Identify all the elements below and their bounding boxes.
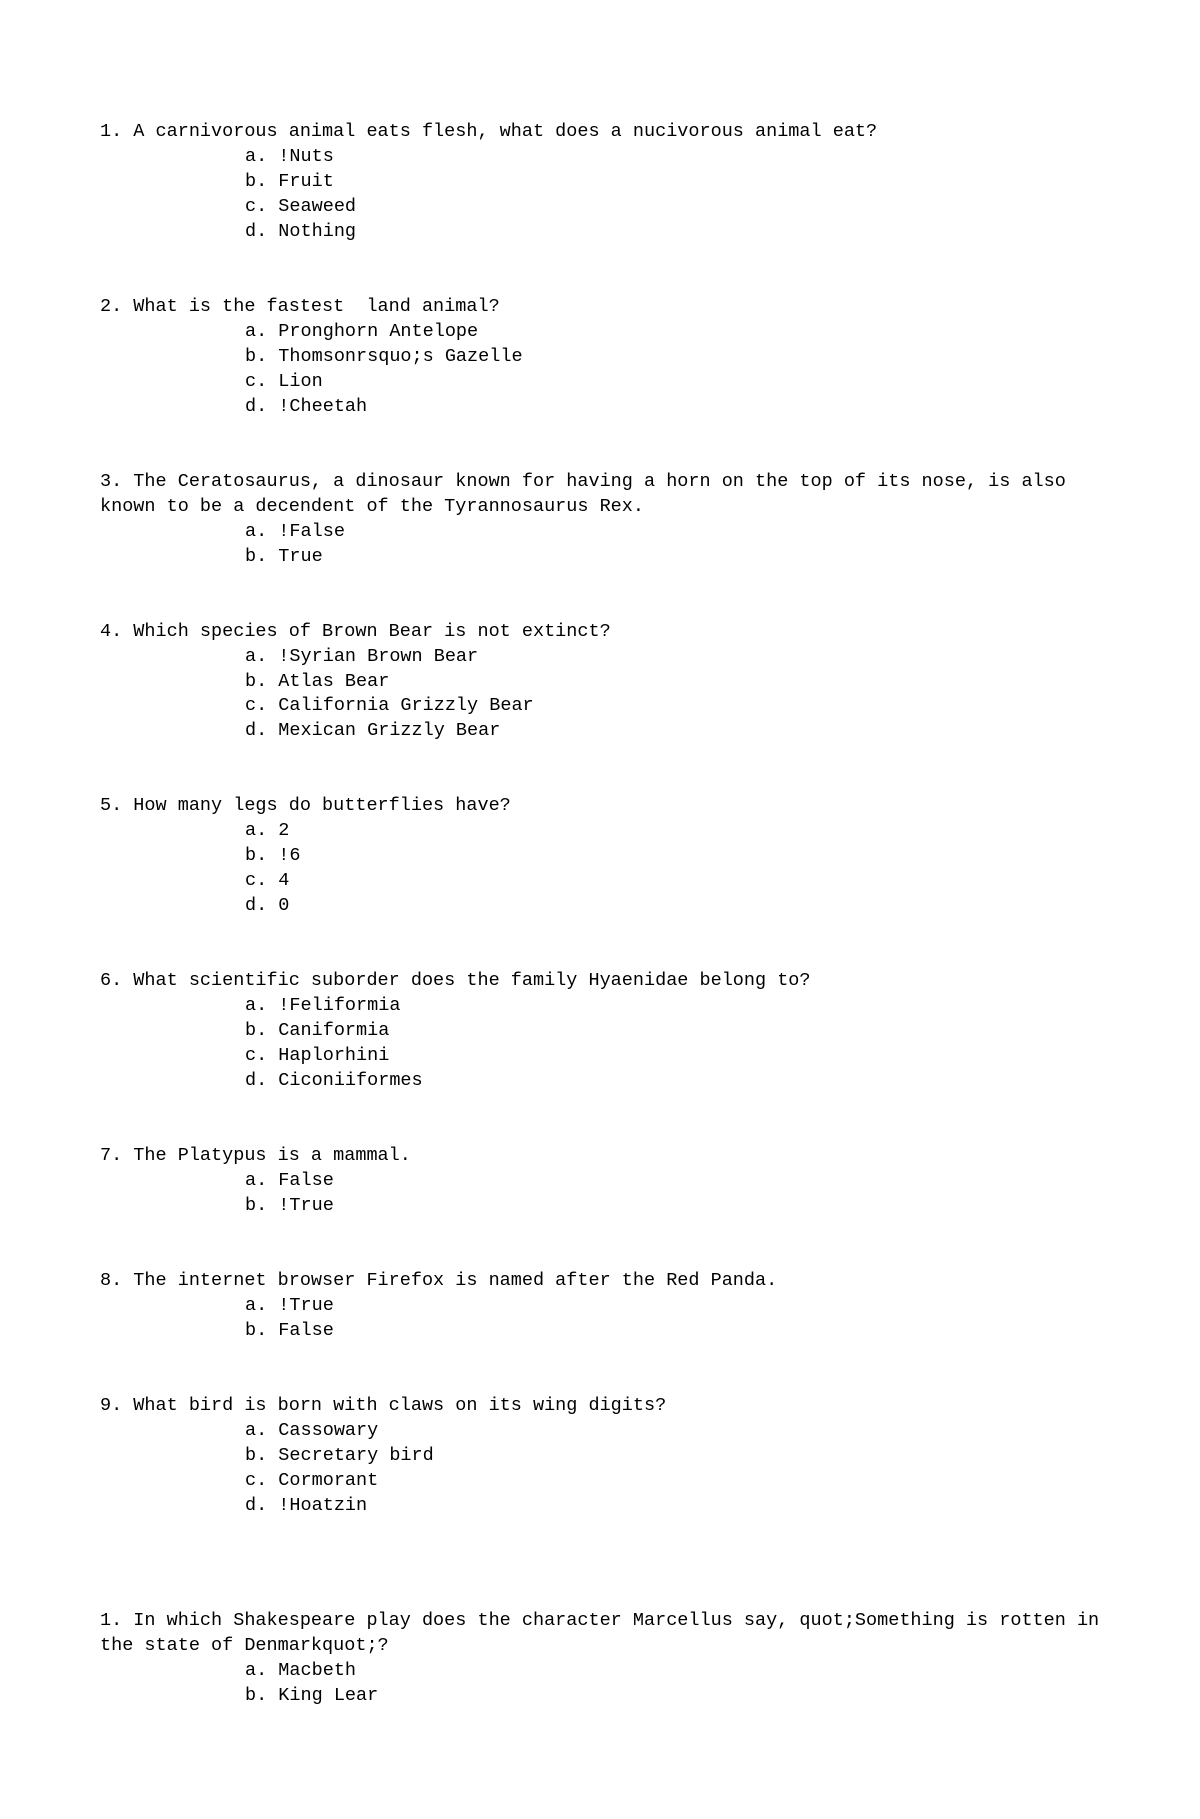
option: a. False [245,1169,1100,1194]
options: a. 2b. !6c. 4d. 0 [100,819,1100,919]
option: c. Lion [245,370,1100,395]
question: 2. What is the fastest land animal?a. Pr… [100,295,1100,420]
question-text: 1. A carnivorous animal eats flesh, what… [100,120,1100,145]
option: b. King Lear [245,1684,1100,1709]
question-text: 4. Which species of Brown Bear is not ex… [100,620,1100,645]
question-text: 2. What is the fastest land animal? [100,295,1100,320]
option: c. 4 [245,869,1100,894]
options: a. !Falseb. True [100,520,1100,570]
question-text: 1. In which Shakespeare play does the ch… [100,1609,1100,1659]
option: a. 2 [245,819,1100,844]
option: b. True [245,545,1100,570]
option: b. Secretary bird [245,1444,1100,1469]
option: d. Mexican Grizzly Bear [245,719,1100,744]
option: a. Pronghorn Antelope [245,320,1100,345]
option: b. False [245,1319,1100,1344]
options: a. Macbethb. King Lear [100,1659,1100,1709]
question-text: 6. What scientific suborder does the fam… [100,969,1100,994]
option: b. Caniformia [245,1019,1100,1044]
question-list-2: 1. In which Shakespeare play does the ch… [100,1609,1100,1709]
question-text: 9. What bird is born with claws on its w… [100,1394,1100,1419]
question: 7. The Platypus is a mammal.a. Falseb. !… [100,1144,1100,1219]
question: 8. The internet browser Firefox is named… [100,1269,1100,1344]
option: d. !Hoatzin [245,1494,1100,1519]
question: 5. How many legs do butterflies have?a. … [100,794,1100,919]
options: a. !Syrian Brown Bearb. Atlas Bearc. Cal… [100,645,1100,745]
option: b. !True [245,1194,1100,1219]
option: a. !False [245,520,1100,545]
options: a. Falseb. !True [100,1169,1100,1219]
option: a. Macbeth [245,1659,1100,1684]
question-text: 5. How many legs do butterflies have? [100,794,1100,819]
section-gap [100,1569,1100,1609]
options: a. !Trueb. False [100,1294,1100,1344]
question: 9. What bird is born with claws on its w… [100,1394,1100,1519]
question-text: 3. The Ceratosaurus, a dinosaur known fo… [100,470,1100,520]
option: c. California Grizzly Bear [245,694,1100,719]
option: c. Cormorant [245,1469,1100,1494]
options: a. !Feliformiab. Caniformiac. Haplorhini… [100,994,1100,1094]
document-page: 1. A carnivorous animal eats flesh, what… [0,0,1200,1819]
question: 6. What scientific suborder does the fam… [100,969,1100,1094]
option: d. !Cheetah [245,395,1100,420]
options: a. Cassowaryb. Secretary birdc. Cormoran… [100,1419,1100,1519]
option: c. Seaweed [245,195,1100,220]
option: d. 0 [245,894,1100,919]
question-text: 8. The internet browser Firefox is named… [100,1269,1100,1294]
options: a. Pronghorn Antelopeb. Thomsonrsquo;s G… [100,320,1100,420]
option: a. Cassowary [245,1419,1100,1444]
option: c. Haplorhini [245,1044,1100,1069]
option: a. !Syrian Brown Bear [245,645,1100,670]
option: b. !6 [245,844,1100,869]
option: b. Atlas Bear [245,670,1100,695]
option: d. Ciconiiformes [245,1069,1100,1094]
option: b. Fruit [245,170,1100,195]
option: d. Nothing [245,220,1100,245]
options: a. !Nutsb. Fruitc. Seaweedd. Nothing [100,145,1100,245]
option: a. !True [245,1294,1100,1319]
question: 4. Which species of Brown Bear is not ex… [100,620,1100,745]
question: 3. The Ceratosaurus, a dinosaur known fo… [100,470,1100,570]
question: 1. A carnivorous animal eats flesh, what… [100,120,1100,245]
question-text: 7. The Platypus is a mammal. [100,1144,1100,1169]
question: 1. In which Shakespeare play does the ch… [100,1609,1100,1709]
option: a. !Nuts [245,145,1100,170]
option: a. !Feliformia [245,994,1100,1019]
option: b. Thomsonrsquo;s Gazelle [245,345,1100,370]
question-list: 1. A carnivorous animal eats flesh, what… [100,120,1100,1519]
